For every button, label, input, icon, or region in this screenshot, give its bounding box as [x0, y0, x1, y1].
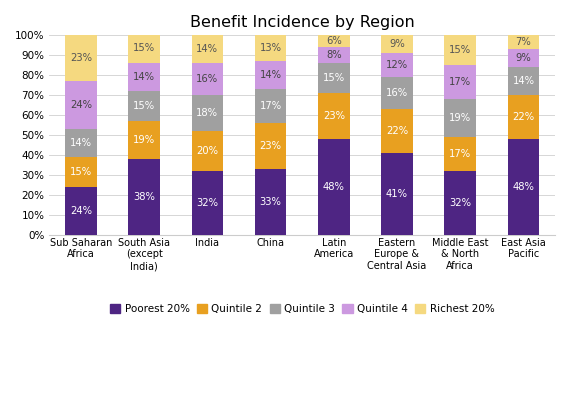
- Bar: [128, 159, 160, 235]
- Text: 32%: 32%: [197, 198, 218, 208]
- Text: 24%: 24%: [70, 100, 92, 110]
- Text: 17%: 17%: [259, 101, 282, 111]
- Text: 13%: 13%: [259, 43, 282, 53]
- Bar: [128, 33, 160, 63]
- Text: 23%: 23%: [259, 141, 282, 151]
- Text: 9%: 9%: [389, 39, 405, 49]
- Bar: [508, 35, 539, 49]
- Bar: [255, 123, 286, 169]
- Bar: [381, 53, 413, 77]
- Text: 19%: 19%: [449, 113, 471, 123]
- Bar: [318, 139, 349, 235]
- Text: 23%: 23%: [323, 111, 345, 121]
- Bar: [128, 121, 160, 159]
- Bar: [508, 49, 539, 67]
- Text: 48%: 48%: [512, 182, 534, 192]
- Bar: [128, 91, 160, 121]
- Bar: [192, 131, 223, 171]
- Text: 15%: 15%: [449, 45, 471, 55]
- Bar: [445, 137, 476, 171]
- Bar: [381, 153, 413, 235]
- Text: 14%: 14%: [512, 76, 535, 86]
- Bar: [381, 77, 413, 109]
- Bar: [65, 157, 97, 187]
- Bar: [318, 63, 349, 93]
- Bar: [65, 35, 97, 81]
- Bar: [65, 129, 97, 157]
- Bar: [192, 63, 223, 95]
- Bar: [255, 169, 286, 235]
- Text: 17%: 17%: [449, 149, 471, 159]
- Bar: [445, 35, 476, 65]
- Text: 22%: 22%: [512, 112, 535, 122]
- Text: 8%: 8%: [326, 50, 341, 60]
- Text: 38%: 38%: [133, 192, 155, 202]
- Text: 22%: 22%: [386, 126, 408, 136]
- Bar: [381, 35, 413, 53]
- Text: 7%: 7%: [515, 37, 531, 47]
- Bar: [445, 65, 476, 99]
- Bar: [192, 171, 223, 235]
- Text: 15%: 15%: [70, 167, 92, 177]
- Bar: [445, 171, 476, 235]
- Text: 41%: 41%: [386, 189, 408, 199]
- Text: 33%: 33%: [260, 197, 282, 207]
- Text: 12%: 12%: [386, 60, 408, 70]
- Text: 6%: 6%: [326, 36, 341, 46]
- Text: 15%: 15%: [133, 43, 155, 53]
- Text: 16%: 16%: [386, 88, 408, 98]
- Bar: [192, 95, 223, 131]
- Bar: [381, 109, 413, 153]
- Text: 15%: 15%: [323, 73, 345, 83]
- Text: 48%: 48%: [323, 182, 345, 192]
- Text: 23%: 23%: [70, 53, 92, 63]
- Text: 14%: 14%: [70, 138, 92, 148]
- Bar: [65, 187, 97, 235]
- Text: 14%: 14%: [259, 70, 282, 80]
- Text: 19%: 19%: [133, 135, 155, 145]
- Title: Benefit Incidence by Region: Benefit Incidence by Region: [190, 15, 414, 30]
- Bar: [192, 35, 223, 63]
- Bar: [318, 35, 349, 47]
- Bar: [508, 139, 539, 235]
- Text: 14%: 14%: [197, 44, 218, 54]
- Text: 17%: 17%: [449, 77, 471, 87]
- Bar: [255, 35, 286, 61]
- Bar: [445, 99, 476, 137]
- Bar: [508, 67, 539, 95]
- Bar: [318, 47, 349, 63]
- Bar: [128, 63, 160, 91]
- Bar: [255, 89, 286, 123]
- Bar: [255, 61, 286, 89]
- Bar: [318, 93, 349, 139]
- Text: 16%: 16%: [196, 74, 218, 84]
- Bar: [508, 95, 539, 139]
- Legend: Poorest 20%, Quintile 2, Quintile 3, Quintile 4, Richest 20%: Poorest 20%, Quintile 2, Quintile 3, Qui…: [106, 300, 499, 318]
- Text: 14%: 14%: [133, 72, 155, 82]
- Text: 9%: 9%: [515, 53, 531, 63]
- Text: 24%: 24%: [70, 206, 92, 216]
- Text: 20%: 20%: [197, 146, 218, 156]
- Text: 15%: 15%: [133, 101, 155, 111]
- Bar: [65, 81, 97, 129]
- Text: 32%: 32%: [449, 198, 471, 208]
- Text: 18%: 18%: [197, 108, 218, 118]
